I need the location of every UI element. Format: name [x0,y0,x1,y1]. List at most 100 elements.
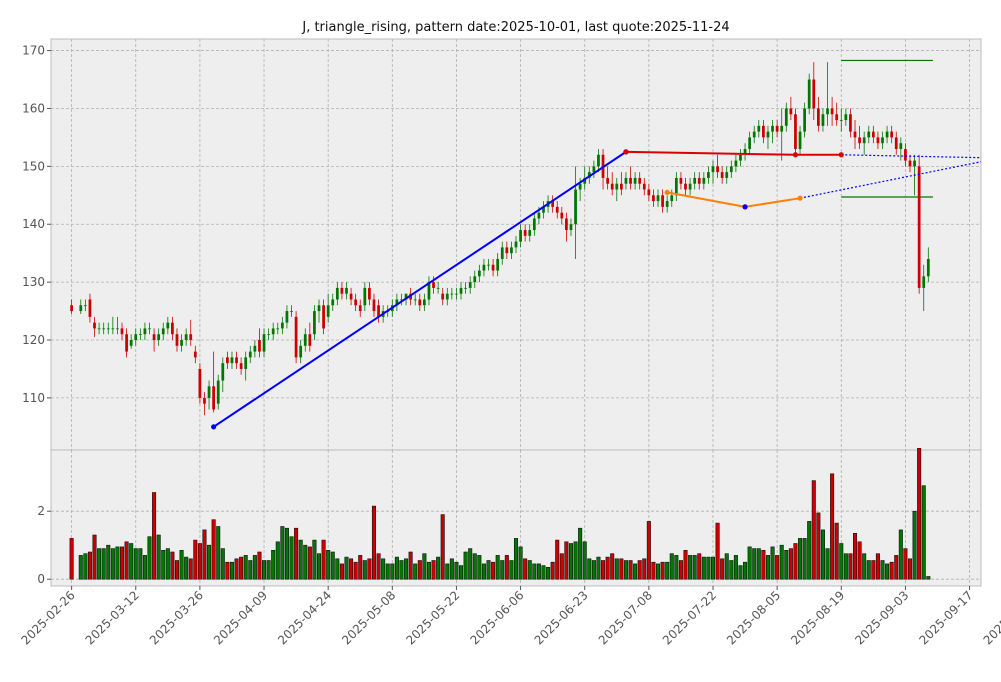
candle-body [542,206,545,213]
candle-body [464,287,467,289]
volume-bar [875,553,880,580]
candle-body [606,177,609,184]
volume-bar [793,543,798,580]
volume-bar [852,532,858,580]
date-tick-label: 2025-08-19 [788,588,847,647]
volume-bar [202,529,207,580]
volume-bar [436,556,441,580]
volume-bar [903,548,908,580]
candle-body [326,305,330,317]
candle-body [413,299,417,301]
date-tick-label: 2025-04-24 [275,588,334,647]
volume-bar [252,555,257,580]
pattern-point [838,152,844,158]
volume-bar [83,553,88,580]
volume-bar [500,560,505,580]
candle-body [253,345,257,352]
trend-extension-line [841,154,982,159]
candle-body [102,328,106,330]
date-tick-label: 2025-07-08 [596,588,655,647]
volume-bar [459,565,464,580]
candle-body [560,212,564,219]
candle-body [157,334,161,341]
volume-bar [839,543,844,580]
volume-bar [637,560,642,580]
candle-body [523,230,527,236]
volume-bar [390,563,395,580]
volume-bar [284,527,289,580]
volume-bar [710,556,716,580]
volume-bar [211,519,216,580]
candle-body [679,177,683,184]
candle-body [784,108,788,126]
date-tick-label: 2025-08-05 [724,588,783,647]
candle-body [565,218,568,231]
candle-body [88,299,92,317]
candle-body [578,183,582,190]
candle-body [432,282,435,288]
volume-bar [568,543,573,580]
volume-bar [848,553,853,580]
candle-body [377,305,380,317]
candle-body [317,305,321,312]
candle-body [551,201,555,207]
volume-bar [179,549,184,580]
volume-bar [546,566,551,580]
candle-body [519,230,522,242]
price-tick-label: 140 [22,217,45,231]
candle-body [267,334,270,336]
candle-body [97,328,101,330]
volume-bar [115,546,120,580]
candle-body [821,114,825,126]
candle-body [207,386,211,398]
volume-bar [646,521,651,580]
volume-bar [381,558,386,580]
candle-body [212,386,216,410]
candle-body [583,177,587,184]
candle-body [161,328,165,335]
volume-bar [628,560,633,580]
candle-body [404,293,408,300]
candle-body [276,328,280,330]
volume-bar [303,544,308,580]
candle-body [271,328,275,335]
volume-bar [527,560,532,580]
candle-body [418,299,422,306]
candle-body [844,114,848,121]
candle-body [748,137,752,149]
candle-body [83,305,87,307]
candle-body [180,340,183,346]
candle-body [248,351,252,358]
volume-bar [756,548,761,580]
date-tick-label: 2025-06-23 [532,588,591,647]
candle-body [487,264,490,266]
volume-bar [353,561,358,580]
pattern-point [797,195,803,201]
candle-body [720,172,724,178]
candle-body [780,125,784,132]
candle-body [656,195,660,202]
candle-body [587,172,591,178]
volume-bar [862,553,867,580]
volume-bar [367,558,372,580]
candle-body [913,160,916,167]
candle-body [423,299,426,306]
candle-body [752,131,756,138]
candle-body [894,137,898,149]
volume-bar [271,549,276,580]
volume-bar [623,560,628,580]
volume-bar [147,536,152,580]
price-tick-label: 150 [22,159,45,173]
volume-bar [688,555,693,580]
price-tick-label: 110 [22,391,45,405]
candle-body [368,287,371,300]
volume-bar [174,560,180,580]
volume-bar [69,538,74,580]
volume-bar [399,560,404,580]
candle-body [129,340,133,346]
candle-body [166,322,170,329]
date-tick-label: 2025-02-26 [19,588,78,647]
candle-body [619,183,623,190]
candle-body [106,328,110,330]
volume-bar [692,555,697,580]
